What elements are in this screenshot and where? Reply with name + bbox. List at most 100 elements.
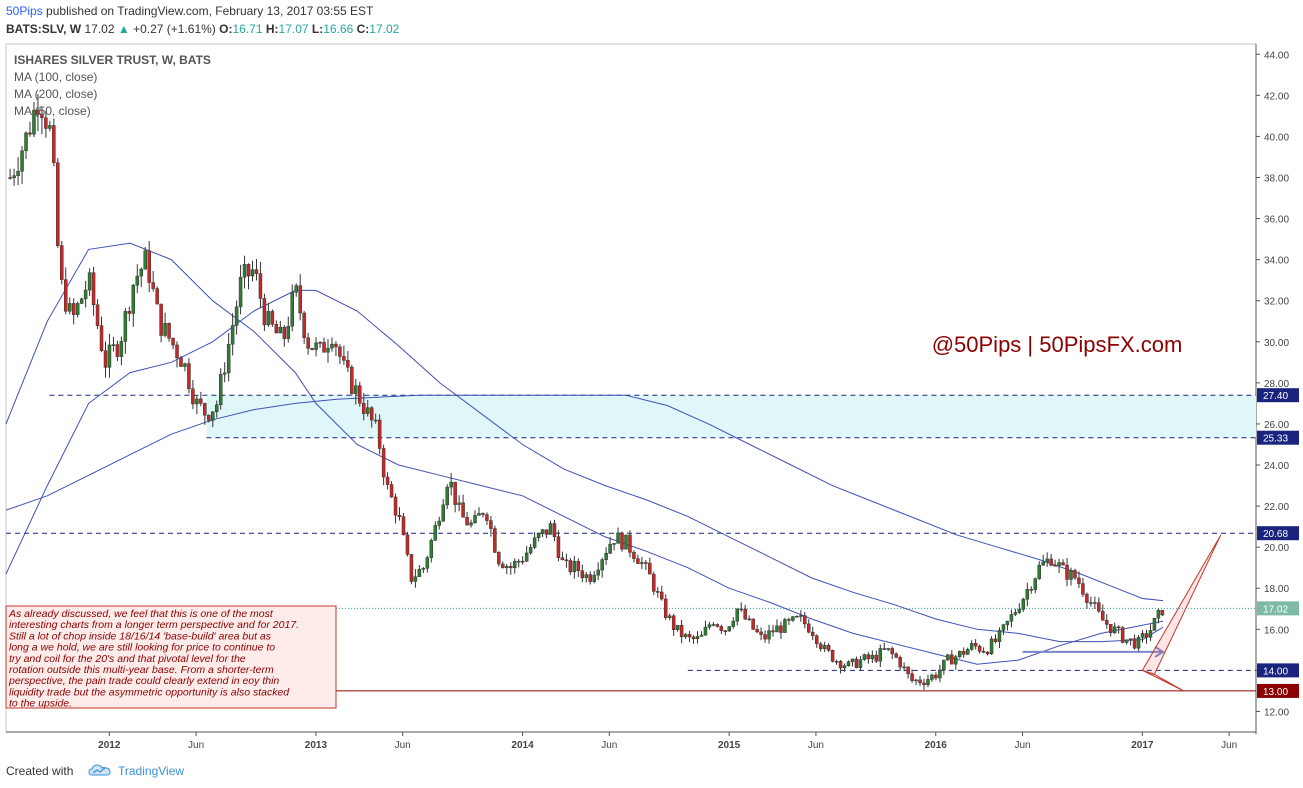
- candle-body: [167, 322, 171, 339]
- price-label-text: 17.02: [1263, 604, 1288, 615]
- candle-body: [24, 132, 28, 152]
- candle-body: [278, 326, 283, 334]
- candle-body: [246, 264, 251, 277]
- indicator-legend-item: MA (200, close): [14, 87, 97, 101]
- candle-body: [1136, 637, 1141, 649]
- candle-body: [457, 502, 461, 505]
- candle-body: [723, 630, 728, 632]
- candle-body: [155, 288, 159, 305]
- candle-body: [115, 344, 120, 357]
- candle-body: [950, 654, 954, 665]
- y-tick-label: 32.00: [1264, 297, 1289, 308]
- candle-body: [636, 558, 640, 564]
- candle-body: [834, 661, 839, 663]
- candle-body: [1148, 630, 1153, 638]
- candle-body: [346, 360, 350, 368]
- candle-body: [922, 682, 926, 686]
- candle-body: [306, 337, 310, 349]
- candle-body: [230, 325, 235, 345]
- publisher-name[interactable]: 50Pips: [6, 4, 43, 18]
- x-tick-label: Jun: [1221, 740, 1237, 751]
- candle-body: [1061, 562, 1065, 566]
- candle-body: [580, 570, 585, 579]
- candle-body: [294, 285, 298, 293]
- candle-body: [1089, 602, 1093, 604]
- candle-body: [858, 659, 863, 668]
- open-label: O:: [219, 22, 233, 36]
- price-label-box: [1257, 526, 1299, 541]
- y-tick-label: 44.00: [1264, 50, 1289, 61]
- candle-body: [830, 650, 835, 662]
- x-tick-label: 2017: [1131, 740, 1154, 751]
- candle-body: [385, 476, 390, 485]
- price-chart[interactable]: 12.00 14.00 16.00 18.00 20.00 22.00 24.00 26.00…: [0, 40, 1303, 756]
- candle-body: [898, 657, 902, 668]
- x-tick-label: 2014: [511, 740, 534, 751]
- candle-body: [842, 665, 847, 669]
- candle-body: [1073, 570, 1077, 579]
- candle-body: [890, 648, 894, 655]
- note-text-line: long a we hold, we are still looking for…: [9, 642, 275, 654]
- candle-body: [242, 264, 247, 278]
- close-value: 17.02: [369, 22, 400, 36]
- candle-body: [369, 407, 374, 421]
- candle-body: [564, 559, 569, 562]
- candle-body: [1132, 638, 1137, 649]
- candle-body: [652, 573, 656, 592]
- price-label-text: 25.33: [1263, 434, 1288, 445]
- candle-body: [787, 619, 791, 621]
- candle-body: [795, 616, 799, 618]
- candle-body: [743, 608, 747, 620]
- candle-body: [783, 619, 787, 633]
- candle-body: [942, 659, 946, 671]
- close-label: C:: [356, 22, 370, 36]
- change-value: +0.27 (+1.61%): [133, 22, 216, 36]
- candle-body: [183, 363, 187, 367]
- candle-body: [1093, 602, 1097, 604]
- candle-body: [36, 109, 40, 115]
- candle-body: [1037, 564, 1041, 579]
- candle-body: [250, 269, 255, 277]
- candle-body: [381, 448, 386, 478]
- candle-body: [330, 343, 334, 349]
- candle-body: [421, 568, 426, 570]
- candle-body: [826, 645, 831, 651]
- candle-body: [854, 658, 859, 668]
- note-text-line: liquidity trade but the asymmetric oppor…: [9, 686, 290, 698]
- candle-body: [262, 298, 267, 326]
- candle-body: [8, 177, 12, 179]
- candle-body: [997, 630, 1002, 642]
- low-label: L:: [311, 22, 324, 36]
- candle-body: [493, 528, 497, 553]
- candle-body: [163, 322, 167, 336]
- candle-body: [87, 272, 92, 291]
- candle-body: [362, 402, 366, 414]
- candle-body: [707, 624, 712, 628]
- candle-body: [660, 591, 664, 600]
- tradingview-brand[interactable]: TradingView: [118, 764, 185, 778]
- candle-body: [683, 634, 688, 638]
- candle-body: [687, 634, 692, 638]
- candle-body: [1069, 570, 1073, 580]
- candle-body: [453, 481, 457, 505]
- candle-body: [1152, 617, 1157, 631]
- candle-body: [1101, 610, 1105, 621]
- candle-body: [1124, 639, 1129, 643]
- candle-body: [592, 574, 596, 582]
- y-tick-label: 18.00: [1264, 584, 1289, 595]
- candle-body: [187, 363, 191, 389]
- candle-body: [556, 536, 561, 558]
- candle-body: [584, 574, 589, 579]
- candle-body: [397, 515, 402, 517]
- candle-body: [691, 636, 696, 640]
- candle-body: [40, 114, 44, 119]
- note-text-line: As already discussed, we feel that this …: [8, 608, 274, 620]
- open-value: 16.71: [232, 22, 263, 36]
- candle-body: [544, 529, 549, 535]
- high-label: H:: [265, 22, 279, 36]
- candle-body: [417, 568, 422, 577]
- candle-body: [695, 636, 700, 640]
- y-tick-label: 20.00: [1264, 543, 1289, 554]
- candle-body: [350, 366, 354, 394]
- candle-body: [405, 534, 410, 555]
